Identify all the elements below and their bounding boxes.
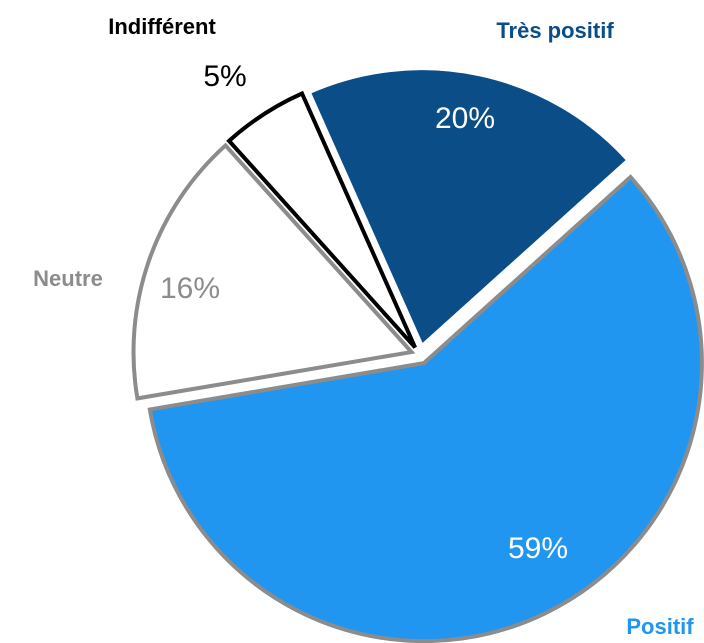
slice-label: Très positif xyxy=(496,18,614,43)
value-label: 5% xyxy=(203,60,246,93)
value-label: 59% xyxy=(508,532,568,565)
pie-slice xyxy=(306,66,632,350)
pie-slice xyxy=(226,90,417,349)
slice-label: Neutre xyxy=(33,266,103,291)
slice-label: Positif xyxy=(626,614,694,639)
slice-label: Indifférent xyxy=(108,14,216,39)
value-label: 16% xyxy=(160,272,220,305)
value-label: 20% xyxy=(435,102,495,135)
pie-slice xyxy=(147,174,704,643)
pie-slice xyxy=(131,142,416,401)
